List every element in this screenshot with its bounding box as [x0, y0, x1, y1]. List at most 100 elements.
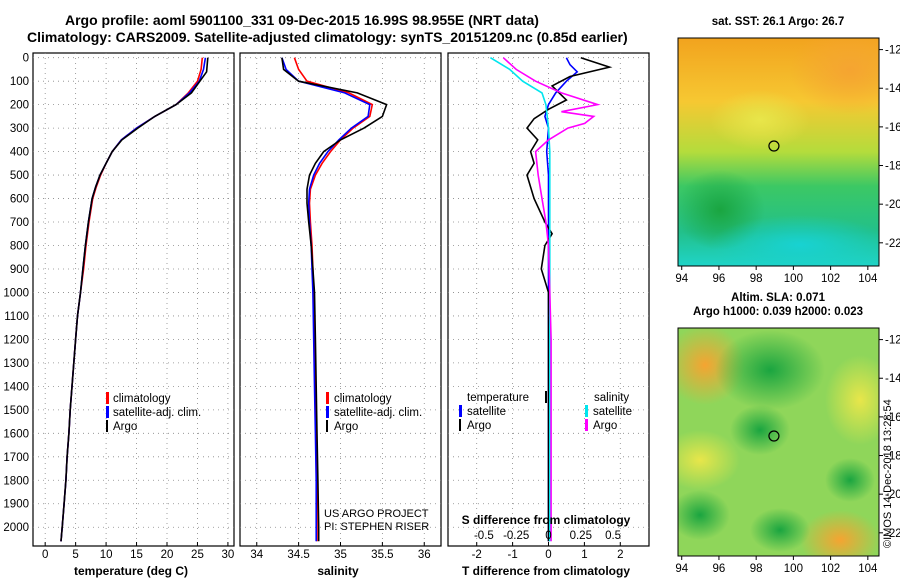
legend-s-argo-swatch: [585, 419, 588, 431]
depth-tick-label: 700: [10, 217, 29, 229]
difference-panel: -2 -1 0 1 2 -0.5 -0.25 0 0.25 0.5 S difference f…: [447, 52, 650, 578]
map-y-tick-label: -14: [885, 83, 900, 95]
depth-tick-label: 600: [10, 194, 29, 206]
legend-satellite: satellite-adj. clim.: [113, 407, 201, 419]
map-y-tick-label: -20: [885, 489, 900, 501]
sla-low-patch-sw: [678, 490, 730, 540]
x-tick-label: 10: [100, 549, 113, 561]
s-diff-tick-label: -0.25: [503, 530, 529, 542]
salinity-difference-ticks: -0.5 -0.25 0 0.25 0.5: [474, 530, 621, 542]
s-diff-tick-label: 0: [545, 530, 551, 542]
map-x-tick-label: 94: [675, 563, 688, 575]
legend-temperature-title: temperature: [467, 392, 529, 404]
legend-t-argo-swatch: [459, 419, 461, 431]
sla-map-subtitle: Argo h1000: 0.039 h2000: 0.023: [693, 306, 863, 318]
legend-t-satellite: satellite: [467, 406, 506, 418]
map-x-tick-label: 100: [784, 273, 803, 285]
map-y-tick-label: -12: [885, 45, 900, 57]
sla-yellow-patch-e: [825, 355, 879, 445]
sst-map-ticks: 94 96 98 100 102 104 -12 -14 -16 -18 -20 -22: [675, 45, 900, 285]
map-y-tick-label: -16: [885, 412, 900, 424]
salinity-panel: 34 34.5 35 35.5 36 salinity climatology sate…: [239, 52, 442, 578]
sla-low-patch-c: [730, 405, 790, 455]
map-x-tick-label: 98: [750, 563, 763, 575]
sst-map-frame: [677, 37, 880, 267]
temperature-frame: [32, 52, 235, 547]
legend-t-satellite-swatch: [459, 405, 462, 417]
depth-tick-label: 900: [10, 264, 29, 276]
salinity-frame: [239, 52, 442, 547]
sla-map-title: Altim. SLA: 0.071: [731, 292, 826, 304]
legend-t-argo: Argo: [467, 420, 491, 432]
t-difference-label: T difference from climatology: [462, 564, 630, 578]
figure-titles: Argo profile: aoml 5901100_331 09-Dec-20…: [0, 0, 660, 46]
x-tick-label: -1: [507, 549, 517, 561]
map-y-tick-label: -14: [885, 373, 900, 385]
map-y-tick-label: -22: [885, 528, 900, 540]
legend-salinity-title: salinity: [594, 392, 629, 404]
map-x-tick-label: 94: [675, 273, 688, 285]
x-tick-label: 5: [72, 549, 78, 561]
x-tick-label: 30: [222, 549, 235, 561]
sla-map: Altim. SLA: 0.071 Argo h1000: 0.039 h200…: [675, 292, 900, 575]
sla-high-patch-se: [800, 510, 879, 556]
sal-legend-climatology: climatology: [334, 393, 392, 405]
map-x-tick-label: 98: [750, 273, 763, 285]
series-line-satellite-adj-clim-: [281, 57, 371, 542]
salinity-xlabel: salinity: [317, 564, 359, 578]
title-line-2: Climatology: CARS2009. Satellite-adjuste…: [27, 29, 628, 45]
s-difference-label: S difference from climatology: [462, 513, 631, 527]
legend-climatology: climatology: [113, 393, 171, 405]
x-tick-label: 25: [191, 549, 204, 561]
depth-tick-label: 1500: [3, 405, 29, 417]
sla-yellow-patch-w: [678, 430, 740, 490]
legend-argo: Argo: [113, 421, 137, 433]
x-tick-label: 1: [581, 549, 587, 561]
sal-legend-argo-swatch: [326, 420, 328, 432]
x-tick-label: 35: [334, 549, 347, 561]
difference-legend: temperature salinity satellite Argo sate…: [459, 391, 632, 432]
depth-tick-label: 1800: [3, 475, 29, 487]
depth-tick-label: 1400: [3, 381, 29, 393]
x-tick-label: 34: [250, 549, 263, 561]
x-tick-label: 34.5: [287, 549, 309, 561]
map-y-tick-label: -16: [885, 122, 900, 134]
map-y-tick-label: -20: [885, 199, 900, 211]
s-diff-tick-label: 0.25: [570, 530, 592, 542]
depth-tick-label: 1200: [3, 334, 29, 346]
legend-climatology-swatch: [106, 392, 109, 404]
map-y-tick-label: -12: [885, 335, 900, 347]
salinity-legend: climatology satellite-adj. clim. Argo: [326, 392, 422, 433]
depth-tick-label: 0: [23, 53, 29, 65]
sla-profile-marker: [768, 430, 780, 442]
legend-s-argo: Argo: [593, 420, 617, 432]
legend-s-satellite-swatch: [585, 405, 588, 417]
depth-tick-label: 1300: [3, 358, 29, 370]
legend-s-satellite: satellite: [593, 406, 632, 418]
sal-legend-climatology-swatch: [326, 392, 329, 404]
difference-lines: [489, 56, 613, 542]
depth-tick-label: 200: [10, 100, 29, 112]
sla-low-patch-e: [825, 458, 875, 502]
sal-legend-satellite-swatch: [326, 406, 329, 418]
sla-low-patch-s: [750, 508, 810, 552]
sst-map-title: sat. SST: 26.1 Argo: 26.7: [712, 16, 845, 28]
map-x-tick-label: 104: [858, 273, 878, 285]
x-tick-label: 35.5: [371, 549, 393, 561]
map-x-tick-label: 100: [784, 563, 803, 575]
temperature-xlabel: temperature (deg C): [74, 564, 188, 578]
map-x-tick-label: 102: [821, 273, 840, 285]
sla-low-patch-n: [715, 330, 825, 410]
credit-project: US ARGO PROJECT: [324, 508, 429, 520]
depth-tick-label: 400: [10, 147, 29, 159]
depth-yticks: 0 100 200 300 400 500 600 700 800 900 1000 1100 1200…: [3, 53, 29, 535]
depth-tick-label: 1100: [4, 311, 29, 323]
sst-mid-patch: [710, 90, 810, 150]
depth-tick-label: 500: [10, 170, 29, 182]
title-line-1: Argo profile: aoml 5901100_331 09-Dec-20…: [65, 12, 539, 28]
map-x-tick-label: 96: [713, 273, 726, 285]
difference-xticks: -2 -1 0 1 2: [472, 542, 623, 561]
sst-map: sat. SST: 26.1 Argo: 26.7 94 96 98 100 102 10…: [675, 16, 900, 285]
map-y-tick-label: -18: [885, 451, 900, 463]
